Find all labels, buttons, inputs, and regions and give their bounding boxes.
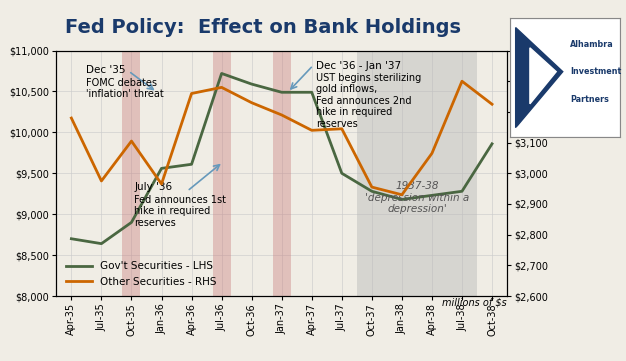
Polygon shape — [530, 48, 556, 104]
Text: Fed announces 1st
hike in required
reserves: Fed announces 1st hike in required reser… — [135, 195, 227, 228]
Text: 1937-38
'depression within a
depression': 1937-38 'depression within a depression' — [365, 181, 469, 214]
Text: Partners: Partners — [570, 95, 609, 104]
FancyBboxPatch shape — [510, 18, 620, 137]
Text: UST begins sterilizing
gold inflows,
Fed announces 2nd
hike in required
reserves: UST begins sterilizing gold inflows, Fed… — [316, 73, 421, 129]
Text: millions of $s: millions of $s — [443, 297, 507, 307]
Text: FOMC debates
'inflation' threat: FOMC debates 'inflation' threat — [86, 78, 164, 99]
Bar — [357, 51, 477, 296]
Text: Alhambra: Alhambra — [570, 40, 614, 49]
Polygon shape — [516, 96, 563, 128]
Bar — [273, 51, 290, 296]
Text: Investment: Investment — [570, 67, 622, 76]
Text: July '36: July '36 — [135, 182, 173, 192]
Text: Dec '35: Dec '35 — [86, 65, 126, 75]
Text: Dec '36 - Jan '37: Dec '36 - Jan '37 — [316, 61, 401, 71]
Bar — [213, 51, 230, 296]
Polygon shape — [516, 27, 563, 128]
Text: Fed Policy:  Effect on Bank Holdings: Fed Policy: Effect on Bank Holdings — [65, 18, 461, 37]
Legend: Gov't Securities - LHS, Other Securities - RHS: Gov't Securities - LHS, Other Securities… — [61, 257, 221, 291]
Bar — [123, 51, 140, 296]
